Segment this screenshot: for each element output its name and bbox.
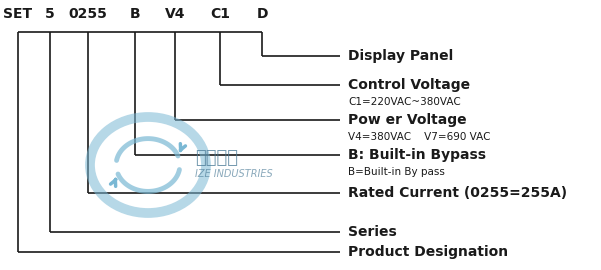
Text: V4: V4 <box>165 7 185 21</box>
Text: Pow er Voltage: Pow er Voltage <box>348 113 466 127</box>
Text: IZE INDUSTRIES: IZE INDUSTRIES <box>195 169 273 179</box>
Text: Display Panel: Display Panel <box>348 49 453 63</box>
Text: D: D <box>256 7 268 21</box>
Text: V4=380VAC    V7=690 VAC: V4=380VAC V7=690 VAC <box>348 132 490 142</box>
Text: Series: Series <box>348 225 397 239</box>
Text: 5: 5 <box>45 7 55 21</box>
Text: 0255: 0255 <box>69 7 108 21</box>
Text: C1: C1 <box>210 7 230 21</box>
Text: Product Designation: Product Designation <box>348 245 508 259</box>
Text: B: Built-in Bypass: B: Built-in Bypass <box>348 148 486 162</box>
Text: C1=220VAC~380VAC: C1=220VAC~380VAC <box>348 97 461 107</box>
Text: B=Built-in By pass: B=Built-in By pass <box>348 167 445 177</box>
Text: SET: SET <box>4 7 32 21</box>
Text: Control Voltage: Control Voltage <box>348 78 470 92</box>
Text: B: B <box>130 7 140 21</box>
Text: 爱泽工业: 爱泽工业 <box>195 149 238 167</box>
Text: Rated Current (0255=255A): Rated Current (0255=255A) <box>348 186 567 200</box>
